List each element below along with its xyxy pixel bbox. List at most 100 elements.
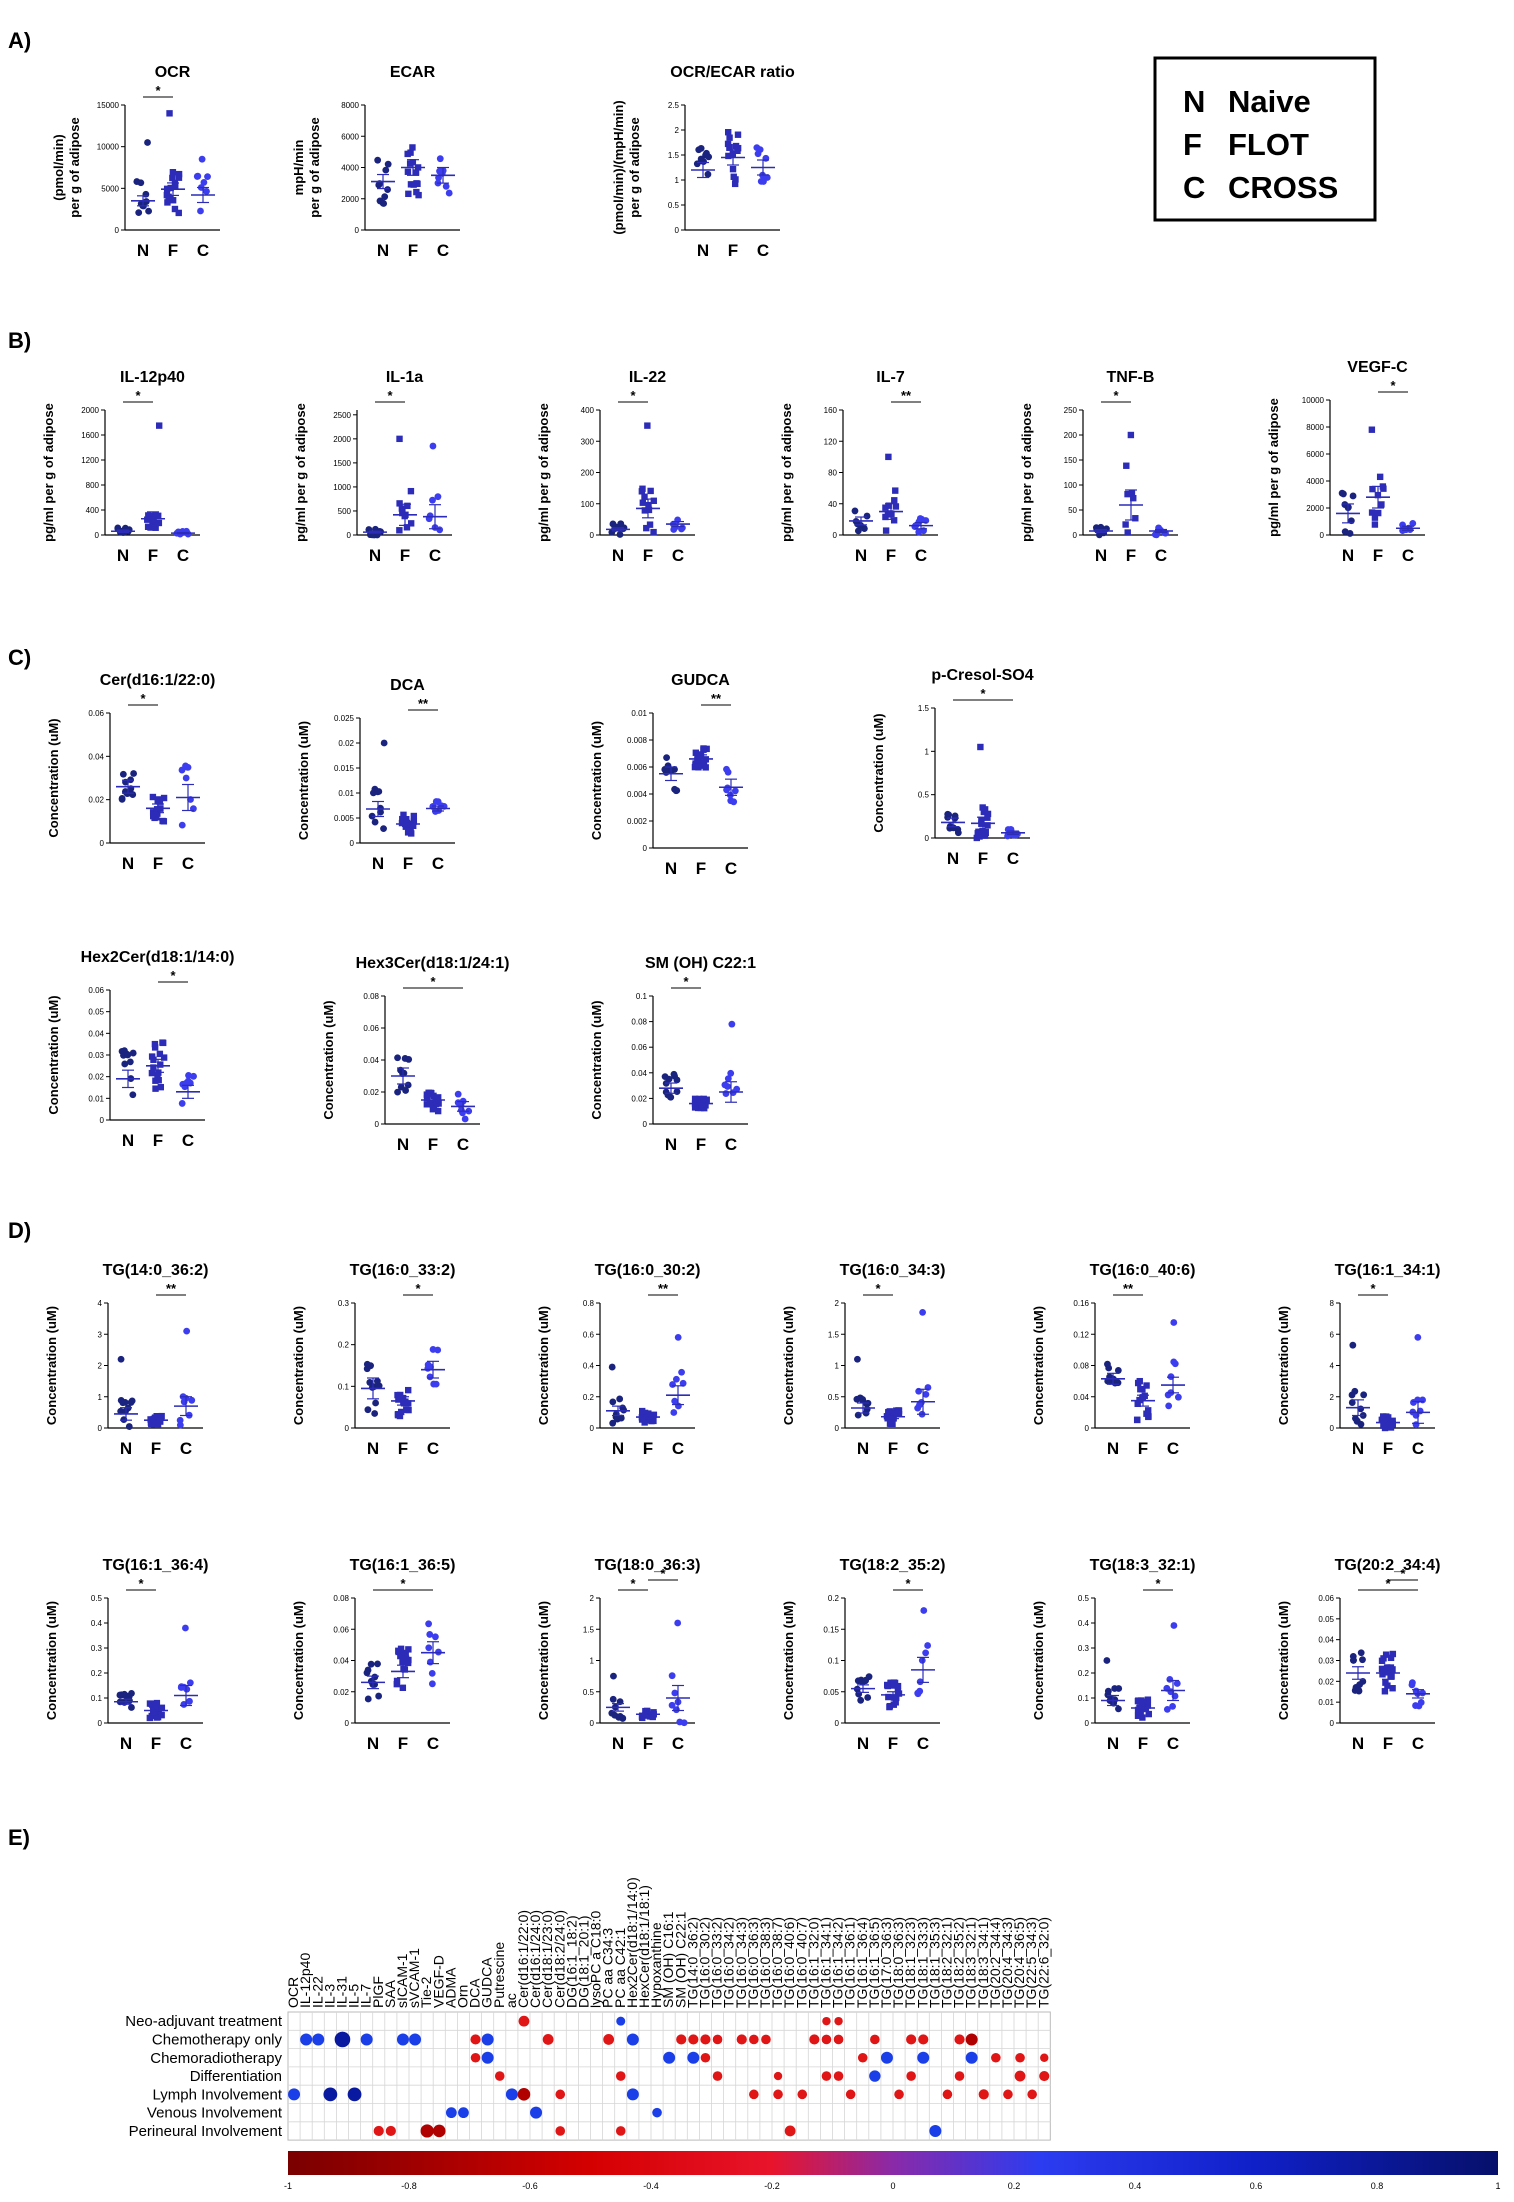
y-tick-label-4: 2000	[333, 435, 351, 444]
data-point-C-3	[1417, 1699, 1425, 1706]
category-label-C: C	[1155, 546, 1167, 565]
y-tick-label-1: 0.5	[918, 791, 930, 800]
heatmap-row-label-6: Perineural Involvement	[129, 2123, 283, 2140]
data-point-F-8	[732, 142, 740, 150]
data-point-F-0	[1368, 509, 1376, 516]
data-point-F-4	[1132, 515, 1139, 522]
heatmap-cell-32	[663, 2051, 676, 2064]
data-point-F-14	[894, 1682, 902, 1690]
y-tick-label-2: 80	[828, 469, 837, 478]
y-tick-label-1: 1	[98, 1393, 103, 1402]
data-point-F-10	[692, 749, 700, 756]
panel-title: TG(18:2_35:2)	[840, 1557, 946, 1574]
heatmap: OCRIL-12p40IL-22IL-3IL-31IL-5IL-7PlGFSAA…	[125, 1877, 1500, 2191]
data-point-C-5	[1153, 531, 1160, 539]
data-point-F-5	[396, 527, 403, 534]
data-point-F-5	[144, 516, 151, 523]
data-point-F-4	[155, 519, 163, 527]
data-point-N-5	[851, 507, 859, 515]
category-label-N: N	[857, 1439, 869, 1458]
data-point-C-5	[1163, 1705, 1171, 1713]
category-label-C: C	[432, 854, 444, 873]
sig-label-0: *	[138, 1576, 144, 1591]
y-axis-label-0: Concentration (uM)	[1276, 1601, 1291, 1720]
y-tick-label-3: 6000	[1306, 450, 1324, 459]
y-tick-label-3: 0.06	[88, 709, 104, 718]
data-point-F-10	[148, 1069, 156, 1077]
y-tick-label-4: 200	[1064, 431, 1078, 440]
category-label-C: C	[917, 1734, 929, 1753]
category-label-F: F	[428, 1135, 438, 1154]
data-point-F-10	[1134, 1400, 1141, 1408]
data-point-F-14	[702, 764, 709, 771]
y-tick-label-3: 15000	[97, 101, 120, 110]
y-tick-label-1: 0.1	[338, 1382, 350, 1391]
y-tick-label-2: 2	[98, 1362, 103, 1371]
data-point-N-9	[705, 153, 713, 161]
y-axis-label-0: Concentration (uM)	[296, 721, 311, 840]
data-point-C-4	[1419, 1396, 1426, 1404]
colorbar-tick-3: -0.4	[643, 2181, 659, 2191]
heatmap-col-label-41: TG(16:0_40:6)	[781, 1917, 797, 2008]
data-point-F-8	[1142, 1698, 1149, 1705]
data-point-F-6	[1382, 1651, 1390, 1658]
data-point-C-0	[454, 1090, 462, 1098]
data-point-C-7	[1170, 1622, 1178, 1629]
data-point-N-8	[381, 193, 389, 201]
y-tick-label-4: 2	[835, 1299, 840, 1308]
data-point-N-9	[865, 1673, 873, 1681]
heatmap-cell-80	[929, 2124, 942, 2137]
colorbar-tick-1: -0.8	[401, 2181, 417, 2191]
data-point-F-10	[395, 1396, 402, 1403]
y-tick-label-2: 0.04	[631, 1069, 647, 1078]
data-point-F-12	[405, 827, 412, 834]
heatmap-col-label-28: Hex2Cer(d18:1/14:0)	[624, 1877, 640, 2008]
y-tick-label-0: 0	[1085, 1424, 1090, 1433]
heatmap-cell-1	[616, 2016, 626, 2026]
data-point-C-0	[668, 1701, 676, 1709]
y-tick-label-0: 0	[643, 844, 648, 853]
data-point-F-4	[650, 497, 657, 504]
category-label-C: C	[725, 1135, 737, 1154]
data-point-F-15	[146, 1700, 154, 1707]
data-point-F-2	[1384, 1682, 1391, 1689]
heatmap-col-label-53: TG(18:1_35:3)	[926, 1917, 942, 2008]
category-label-C: C	[427, 1734, 439, 1753]
data-point-N-10	[1349, 1341, 1357, 1349]
panel-27: TG(20:2_34:4) 0 0.01 0.02 0.03 0.04 0.05 0.06 Co…	[1276, 1557, 1440, 1753]
heatmap-row-label-2: Chemoradiotherapy	[150, 2050, 282, 2067]
heatmap-col-label-25: lysoPC a C18:0	[588, 1911, 604, 2008]
panel-title: TG(16:0_40:6)	[1090, 1262, 1196, 1279]
panel-16: TG(14:0_36:2) 0 1 2 3 4 Concentration (uM) N F C *…	[44, 1262, 208, 1458]
y-axis-label-0: (pmol/min)	[51, 134, 66, 200]
data-point-N-8	[1111, 1696, 1119, 1704]
data-point-F-9	[984, 810, 992, 818]
data-point-F-3	[731, 180, 739, 188]
data-point-C-4	[924, 1384, 932, 1391]
heatmap-cell-49	[906, 2071, 916, 2081]
data-point-N-3	[126, 1058, 134, 1066]
data-point-F-17	[152, 1704, 159, 1711]
data-point-F-17	[403, 819, 411, 827]
data-point-C-5	[1408, 1679, 1416, 1687]
data-point-F-17	[154, 797, 161, 804]
colorbar-tick-6: 0.2	[1008, 2181, 1021, 2191]
data-point-F-13	[1387, 1654, 1395, 1662]
data-point-F-8	[1387, 1424, 1395, 1431]
data-point-N-9	[673, 1076, 681, 1084]
data-point-F-15	[423, 1091, 431, 1098]
heatmap-cell-60	[749, 2089, 759, 2100]
data-point-N-7	[856, 522, 864, 529]
category-label-F: F	[696, 859, 706, 878]
heatmap-cell-67	[1003, 2089, 1013, 2100]
y-tick-label-4: 2	[675, 126, 680, 135]
y-tick-label-2: 1	[675, 176, 680, 185]
data-point-F-12	[409, 144, 416, 151]
category-label-N: N	[1352, 1734, 1364, 1753]
category-label-F: F	[398, 1439, 408, 1458]
data-point-C-4	[1174, 1393, 1182, 1401]
y-tick-label-2: 1	[590, 1657, 595, 1666]
category-label-N: N	[612, 1734, 624, 1753]
y-tick-label-3: 1.5	[918, 704, 930, 713]
y-tick-label-2: 0.01	[338, 789, 354, 798]
